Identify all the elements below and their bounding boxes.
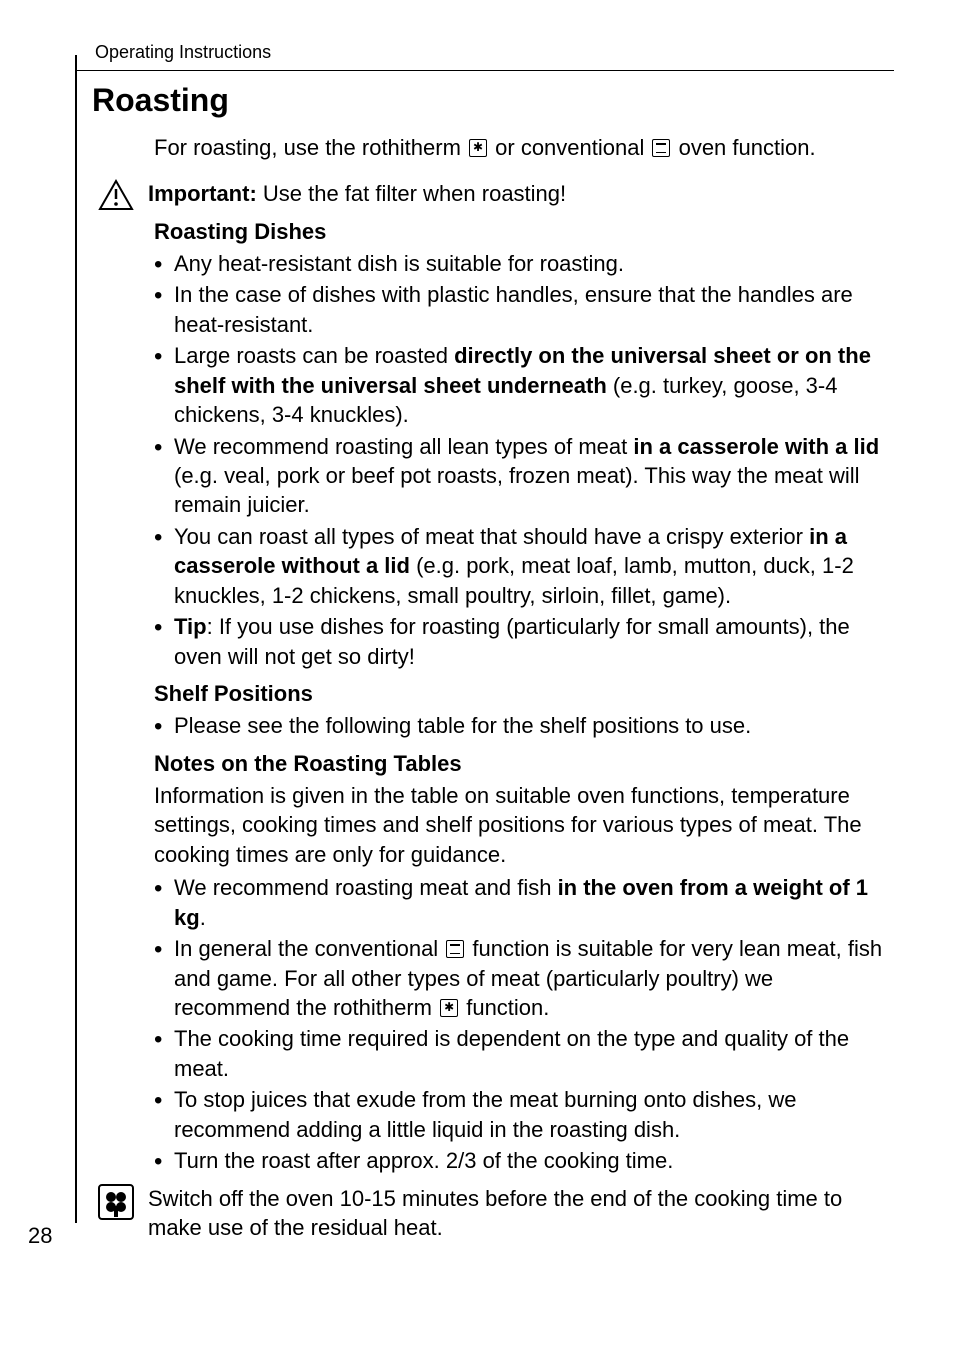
important-note: Important: Use the fat filter when roast… xyxy=(148,179,566,209)
important-label: Important: xyxy=(148,181,257,206)
list-item: The cooking time required is dependent o… xyxy=(154,1024,894,1083)
list-item: Turn the roast after approx. 2/3 of the … xyxy=(154,1146,894,1175)
rothitherm-icon xyxy=(440,999,458,1017)
notes-body: Information is given in the table on sui… xyxy=(154,781,894,869)
list-item: To stop juices that exude from the meat … xyxy=(154,1085,894,1144)
clover-tip-icon xyxy=(98,1184,134,1220)
notes-list: We recommend roasting meat and fish in t… xyxy=(154,873,894,1176)
notes-heading: Notes on the Roasting Tables xyxy=(154,751,894,777)
page-title: Roasting xyxy=(92,82,894,119)
list-item: We recommend roasting meat and fish in t… xyxy=(154,873,894,932)
warning-triangle-icon xyxy=(98,179,134,211)
important-text: Use the fat filter when roasting! xyxy=(257,181,566,206)
intro-after: oven function. xyxy=(672,135,815,160)
list-item: Tip: If you use dishes for roasting (par… xyxy=(154,612,894,671)
dishes-list: Any heat-resistant dish is suitable for … xyxy=(154,249,894,672)
shelf-list: Please see the following table for the s… xyxy=(154,711,894,740)
left-margin-rule xyxy=(75,55,77,1223)
page-number: 28 xyxy=(28,1223,52,1249)
intro-before: For roasting, use the rothitherm xyxy=(154,135,467,160)
conventional-icon xyxy=(652,139,670,157)
rothitherm-icon xyxy=(469,139,487,157)
list-item: Any heat-resistant dish is suitable for … xyxy=(154,249,894,278)
list-item: In the case of dishes with plastic handl… xyxy=(154,280,894,339)
shelf-heading: Shelf Positions xyxy=(154,681,894,707)
header-rule xyxy=(75,70,894,71)
running-head: Operating Instructions xyxy=(95,42,271,63)
conventional-icon xyxy=(446,940,464,958)
list-item: You can roast all types of meat that sho… xyxy=(154,522,894,610)
footer-tip: Switch off the oven 10-15 minutes before… xyxy=(148,1184,894,1243)
list-item: Large roasts can be roasted directly on … xyxy=(154,341,894,429)
list-item: We recommend roasting all lean types of … xyxy=(154,432,894,520)
dishes-heading: Roasting Dishes xyxy=(154,219,894,245)
intro-text: For roasting, use the rothitherm or conv… xyxy=(154,133,894,163)
list-item: In general the conventional function is … xyxy=(154,934,894,1022)
list-item: Please see the following table for the s… xyxy=(154,711,894,740)
intro-between: or conventional xyxy=(489,135,650,160)
